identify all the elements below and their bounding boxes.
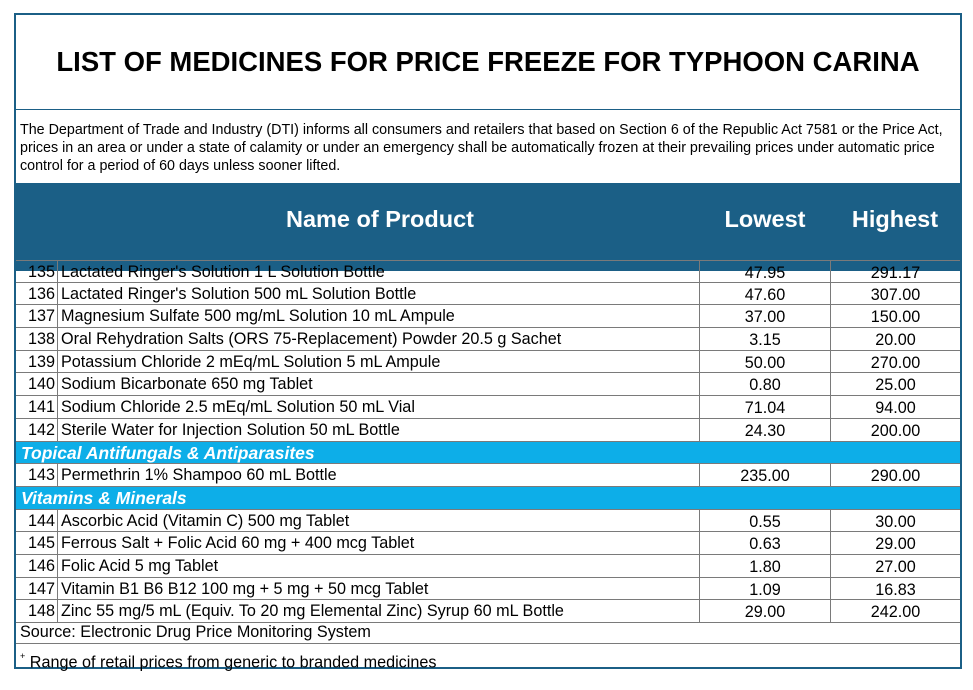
column-header-name: Name of Product — [285, 206, 475, 232]
product-name: Magnesium Sulfate 500 mg/mL Solution 10 … — [61, 307, 455, 326]
row-number: 148 — [16, 600, 58, 622]
highest-price: 16.83 — [875, 580, 916, 599]
highest-price: 25.00 — [875, 376, 916, 395]
product-name: Folic Acid 5 mg Tablet — [61, 556, 219, 575]
table-row: 140 Sodium Bicarbonate 650 mg Tablet 0.8… — [16, 373, 960, 397]
row-number: 136 — [16, 282, 58, 305]
intro-paragraph: The Department of Trade and Industry (DT… — [20, 122, 943, 174]
product-name: Permethrin 1% Shampoo 60 mL Bottle — [61, 466, 337, 485]
table-row: 142 Sterile Water for Injection Solution… — [16, 418, 960, 442]
lowest-price: 71.04 — [699, 396, 831, 418]
price-freeze-sheet: LIST OF MEDICINES FOR PRICE FREEZE FOR T… — [14, 13, 962, 672]
highest-price: 307.00 — [870, 285, 921, 304]
product-name: Ferrous Salt + Folic Acid 60 mg + 400 mc… — [61, 534, 415, 553]
highest-price: 94.00 — [875, 399, 916, 418]
highest-price: 150.00 — [870, 308, 921, 327]
page-title: LIST OF MEDICINES FOR PRICE FREEZE FOR T… — [16, 15, 960, 110]
lowest-price: 3.15 — [699, 328, 831, 350]
column-header-highest: Highest — [851, 206, 939, 232]
lowest-price: 0.80 — [699, 373, 831, 396]
row-number: 137 — [16, 305, 58, 328]
product-name: Lactated Ringer's Solution 1 L Solution … — [61, 263, 385, 281]
product-name: Vitamin B1 B6 B12 100 mg + 5 mg + 50 mcg… — [61, 579, 429, 598]
table-row: 146 Folic Acid 5 mg Tablet 1.80 27.00 — [16, 554, 960, 578]
table-row: 135 Lactated Ringer's Solution 1 L Solut… — [16, 260, 960, 283]
table-row: 141 Sodium Chloride 2.5 mEq/mL Solution … — [16, 396, 960, 419]
row-number: 147 — [16, 577, 58, 600]
table-row: 139 Potassium Chloride 2 mEq/mL Solution… — [16, 350, 960, 374]
footnote-text: Range of retail prices from generic to b… — [29, 653, 437, 672]
product-name: Potassium Chloride 2 mEq/mL Solution 5 m… — [61, 352, 441, 371]
category-heading: Vitamins & Minerals — [16, 486, 960, 510]
product-name: Oral Rehydration Salts (ORS 75-Replaceme… — [61, 330, 562, 349]
table-row: 143 Permethrin 1% Shampoo 60 mL Bottle 2… — [16, 464, 960, 487]
highest-price: 29.00 — [875, 535, 916, 554]
row-number: 143 — [16, 464, 58, 486]
row-number: 138 — [16, 328, 58, 350]
highest-price: 291.17 — [870, 264, 921, 282]
row-number: 141 — [16, 396, 58, 418]
highest-price: 20.00 — [875, 331, 916, 350]
product-name: Lactated Ringer's Solution 500 mL Soluti… — [61, 284, 417, 303]
row-number: 140 — [16, 373, 58, 396]
lowest-price: 0.63 — [699, 532, 831, 554]
lowest-price: 47.95 — [699, 261, 831, 282]
row-number: 145 — [16, 532, 58, 554]
highest-price: 200.00 — [870, 421, 921, 440]
table-row: 148 Zinc 55 mg/5 mL (Equiv. To 20 mg Ele… — [16, 600, 960, 623]
highest-price: 27.00 — [875, 557, 916, 576]
footnote-mark: + — [20, 651, 26, 661]
product-name: Zinc 55 mg/5 mL (Equiv. To 20 mg Element… — [61, 602, 564, 621]
lowest-price: 29.00 — [699, 600, 831, 622]
lowest-price: 47.60 — [699, 282, 831, 305]
table-row: 144 Ascorbic Acid (Vitamin C) 500 mg Tab… — [16, 509, 960, 533]
row-number: 142 — [16, 418, 58, 441]
table-header: Name of Product Lowest Highest — [16, 183, 960, 271]
category-heading: Topical Antifungals & Antiparasites — [16, 441, 960, 465]
highest-price: 30.00 — [875, 512, 916, 531]
column-header-lowest: Lowest — [724, 206, 806, 232]
table-row: 137 Magnesium Sulfate 500 mg/mL Solution… — [16, 305, 960, 329]
medicine-table: 135 Lactated Ringer's Solution 1 L Solut… — [16, 260, 960, 623]
row-number: 144 — [16, 509, 58, 532]
product-name: Sodium Chloride 2.5 mEq/mL Solution 50 m… — [61, 398, 415, 417]
product-name: Sterile Water for Injection Solution 50 … — [61, 420, 400, 439]
lowest-price: 24.30 — [699, 418, 831, 441]
source-note: Source: Electronic Drug Price Monitoring… — [20, 623, 371, 641]
highest-price: 290.00 — [870, 467, 921, 486]
highest-price: 242.00 — [870, 603, 921, 622]
table-row: 147 Vitamin B1 B6 B12 100 mg + 5 mg + 50… — [16, 577, 960, 601]
row-number: 139 — [16, 350, 58, 373]
product-name: Ascorbic Acid (Vitamin C) 500 mg Tablet — [61, 511, 350, 530]
lowest-price: 1.09 — [699, 577, 831, 600]
row-number: 135 — [16, 261, 58, 282]
highest-price: 270.00 — [870, 353, 921, 372]
lowest-price: 50.00 — [699, 350, 831, 373]
footnote: + Range of retail prices from generic to… — [16, 643, 960, 672]
table-row: 145 Ferrous Salt + Folic Acid 60 mg + 40… — [16, 532, 960, 555]
lowest-price: 37.00 — [699, 305, 831, 328]
table-row: 136 Lactated Ringer's Solution 500 mL So… — [16, 282, 960, 306]
table-row: 138 Oral Rehydration Salts (ORS 75-Repla… — [16, 328, 960, 351]
row-number: 146 — [16, 554, 58, 577]
lowest-price: 0.55 — [699, 509, 831, 532]
lowest-price: 1.80 — [699, 554, 831, 577]
product-name: Sodium Bicarbonate 650 mg Tablet — [61, 375, 313, 394]
lowest-price: 235.00 — [699, 464, 831, 486]
